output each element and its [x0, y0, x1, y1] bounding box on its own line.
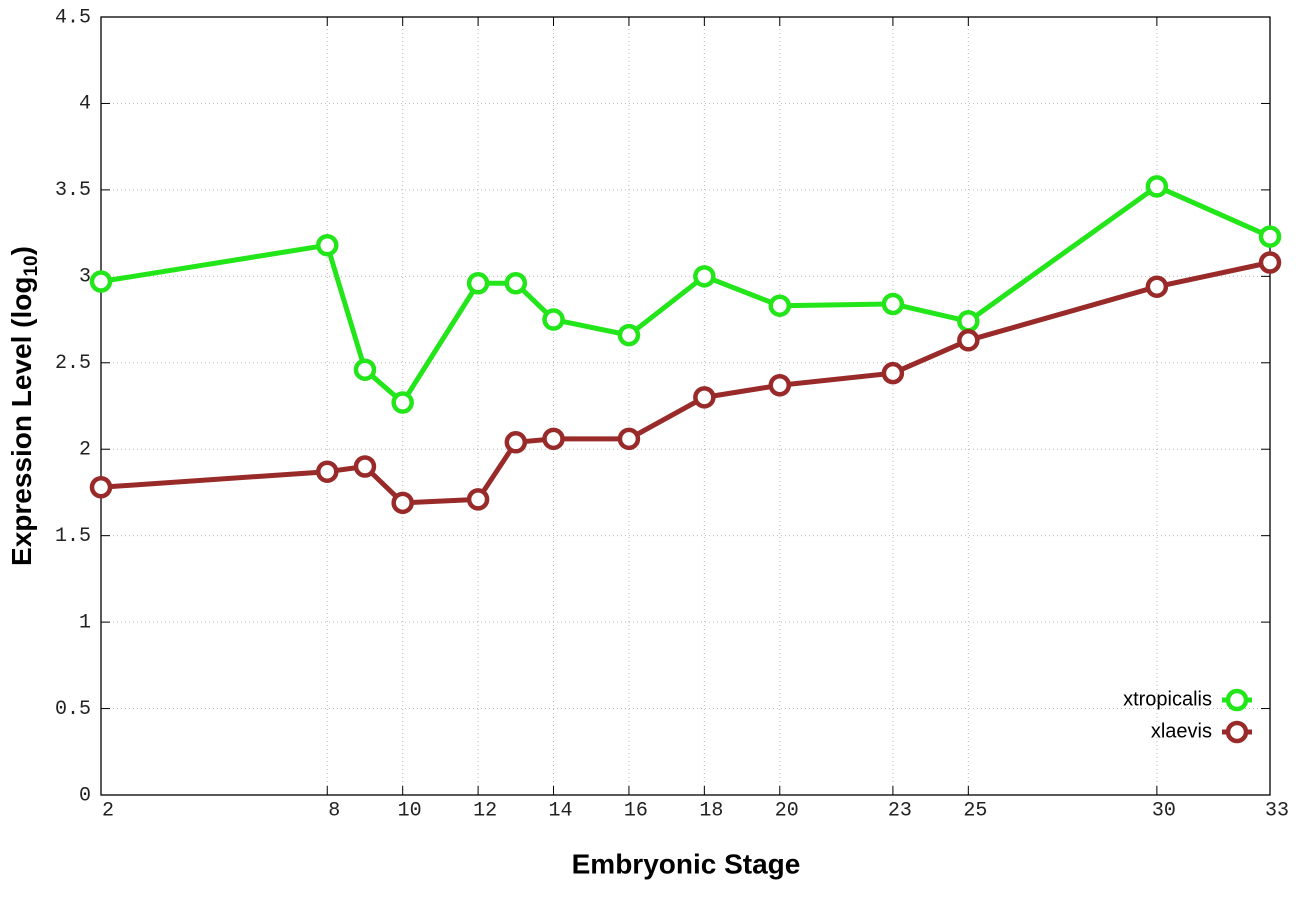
y-tick-label: 1 [79, 611, 91, 634]
data-point [89, 476, 113, 499]
data-point [768, 294, 792, 317]
data-point [693, 265, 716, 288]
y-tick-label: 3 [79, 266, 91, 289]
x-tick-label: 25 [963, 799, 987, 822]
data-point [89, 270, 113, 293]
data-point [466, 271, 490, 295]
data-point [957, 329, 980, 352]
data-point [881, 361, 905, 385]
y-axis-title-main: Expression Level (log [6, 277, 37, 566]
x-tick-label: 2 [102, 799, 114, 822]
data-point [542, 427, 565, 451]
data-point [504, 271, 528, 295]
x-tick-label: 20 [775, 799, 799, 822]
y-axis-title-end: ) [6, 246, 37, 255]
x-tick-label: 14 [549, 799, 573, 822]
y-tick-label: 3.5 [55, 179, 91, 202]
y-tick-label: 1.5 [55, 525, 91, 548]
y-tick-label: 0.5 [55, 698, 91, 721]
data-point [1145, 175, 1169, 198]
y-tick-label: 4 [79, 93, 91, 116]
data-point [316, 460, 339, 483]
x-tick-label: 16 [624, 799, 648, 822]
legend-label: xtropicalis [1123, 688, 1212, 710]
data-point [881, 292, 905, 316]
x-axis-title: Embryonic Stage [572, 848, 801, 879]
plot-frame [100, 16, 1271, 796]
legend-label: xlaevis [1151, 720, 1212, 742]
legend-marker [1225, 688, 1249, 712]
legend-marker [1225, 720, 1249, 744]
x-tick-label: 18 [699, 799, 723, 822]
data-point [353, 455, 377, 478]
data-point [1258, 225, 1282, 248]
y-tick-label: 0 [79, 784, 91, 807]
x-tick-label: 8 [328, 799, 340, 822]
x-tick-label: 12 [473, 799, 497, 822]
y-tick-label: 2.5 [55, 352, 91, 375]
y-axis-title-sub: 10 [21, 255, 42, 276]
y-tick-label: 2 [79, 439, 91, 462]
data-point [693, 386, 716, 409]
data-point [617, 323, 641, 347]
data-point [542, 308, 565, 331]
y-tick-label: 4.5 [55, 6, 91, 29]
y-axis-title: Expression Level (log10) [6, 246, 42, 566]
data-point [768, 374, 792, 397]
data-point [1258, 251, 1282, 274]
x-tick-label: 33 [1265, 799, 1289, 822]
data-point [391, 391, 414, 414]
data-point [316, 233, 339, 257]
data-point [391, 491, 414, 515]
data-point [1145, 275, 1169, 298]
data-point [466, 488, 490, 511]
x-tick-label: 10 [398, 799, 422, 822]
x-tick-label: 30 [1152, 799, 1176, 822]
data-point [353, 358, 377, 381]
data-point [617, 427, 641, 451]
data-point [957, 310, 980, 333]
data-point [504, 431, 528, 454]
x-tick-label: 23 [888, 799, 912, 822]
